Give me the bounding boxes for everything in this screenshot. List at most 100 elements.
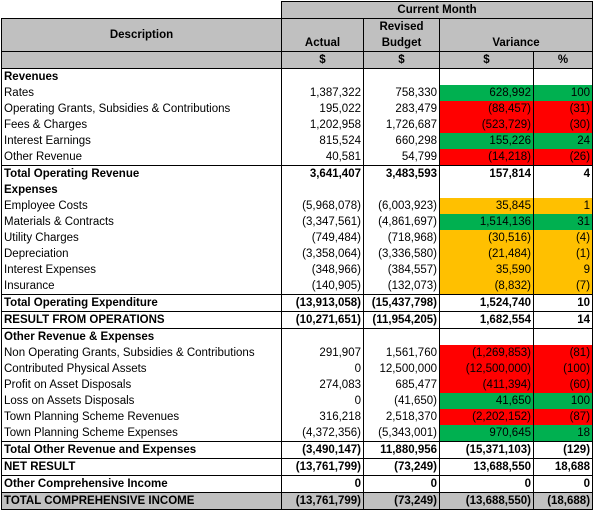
variance-percent-cell: 14 — [532, 311, 593, 329]
variance-header: Variance — [438, 18, 593, 52]
row-label: Fees & Charges — [1, 117, 282, 133]
variance-percent-cell: 100 — [532, 85, 593, 101]
actual-cell: 195,022 — [281, 101, 364, 117]
row-label: Contributed Physical Assets — [1, 361, 282, 377]
table-row: Other Revenue 40,581 54,799 (14,218) (26) — [1, 149, 593, 166]
actual-cell — [281, 328, 364, 345]
variance-percent-cell: 0 — [532, 475, 593, 493]
actual-cell: (13,761,799) — [281, 492, 364, 510]
table-row: Other Comprehensive Income 0 0 0 0 — [1, 475, 593, 493]
budget-cell: (718,968) — [363, 230, 440, 246]
table-row: Profit on Asset Disposals 274,083 685,477(… — [1, 377, 593, 393]
actual-unit: $ — [281, 51, 364, 69]
variance-percent-cell: (30) — [532, 117, 593, 133]
variance-cell: (8,832) — [439, 278, 534, 295]
table-row: Non Operating Grants, Subsidies & Contri… — [1, 345, 593, 361]
actual-cell: (348,966) — [281, 262, 364, 278]
variance-cell: (12,500,000) — [439, 361, 534, 377]
revised-header: Revised — [363, 18, 440, 35]
actual-cell: 0 — [281, 361, 364, 377]
row-label: Depreciation — [1, 246, 282, 262]
row-label: Non Operating Grants, Subsidies & Contri… — [1, 345, 282, 361]
budget-cell: (5,343,001) — [363, 425, 440, 442]
variance-cell — [439, 328, 534, 345]
table-row: Total Operating Revenue 3,641,407 3,483,59… — [1, 165, 593, 182]
table-row: Town Planning Scheme Revenues 316,218 2,51… — [1, 409, 593, 425]
row-label: Other Revenue — [1, 149, 282, 166]
budget-cell — [363, 68, 440, 85]
table-row: Loss on Assets Disposals 0 (41,650) 41,650 1… — [1, 393, 593, 409]
table-row: Rates 1,387,322 758,330 628,992 100 — [1, 85, 593, 101]
table-row: Materials & Contracts (3,347,561) (4,861,6… — [1, 214, 593, 230]
budget-cell: (11,954,205) — [363, 311, 440, 329]
variance-cell: 628,992 — [439, 85, 534, 101]
variance-percent-cell — [532, 328, 593, 345]
variance-cell: 155,226 — [439, 133, 534, 149]
row-label: Utility Charges — [1, 230, 282, 246]
variance-cell: (21,484) — [439, 246, 534, 262]
variance-percent-cell: 1 — [532, 198, 593, 214]
table-row: Employee Costs (5,968,078) (6,003,923) 35,8… — [1, 198, 593, 214]
variance-percent-cell — [532, 182, 593, 198]
variance-percent-cell: 100 — [532, 393, 593, 409]
budget-cell: (73,249) — [363, 458, 440, 476]
variance-percent-cell: 31 — [532, 214, 593, 230]
actual-cell: 3,641,407 — [281, 165, 364, 182]
budget-cell: 660,298 — [363, 133, 440, 149]
budget-cell: (132,073) — [363, 278, 440, 295]
variance-cell: (2,202,152) — [439, 409, 534, 425]
variance-cell: 35,845 — [439, 198, 534, 214]
actual-cell: 40,581 — [281, 149, 364, 166]
variance-percent-cell: 18 — [532, 425, 593, 442]
actual-header: Actual — [281, 18, 364, 52]
row-label: Revenues — [1, 68, 282, 85]
variance-cell: 41,650 — [439, 393, 534, 409]
variance-cell: (13,688,550) — [439, 492, 534, 510]
actual-cell: (10,271,651) — [281, 311, 364, 329]
actual-cell: (3,347,561) — [281, 214, 364, 230]
variance-percent-cell — [532, 68, 593, 85]
budget-cell: 1,726,687 — [363, 117, 440, 133]
variance-cell: (88,457) — [439, 101, 534, 117]
table-row: Contributed Physical Assets 0 12,500,000 (1… — [1, 361, 593, 377]
row-label: Town Planning Scheme Expenses — [1, 425, 282, 442]
budget-cell: (15,437,798) — [363, 294, 440, 312]
budget-cell — [363, 182, 440, 198]
variance-cell: 0 — [439, 475, 534, 493]
variance-percent-cell: 4 — [532, 165, 593, 182]
financial-statement-table: Current Month Description Actual Revised… — [1, 1, 593, 510]
actual-cell: (5,968,078) — [281, 198, 364, 214]
variance-cell: (14,218) — [439, 149, 534, 166]
table-row: Total Operating Expenditure (13,913,058)(… — [1, 294, 593, 312]
variance-cell: (411,394) — [439, 377, 534, 393]
actual-cell: 316,218 — [281, 409, 364, 425]
budget-cell: (384,557) — [363, 262, 440, 278]
table-header: Current Month Description Actual Revised… — [1, 1, 593, 69]
variance-percent-unit: % — [532, 51, 593, 69]
actual-cell: (13,913,058) — [281, 294, 364, 312]
actual-cell: 0 — [281, 393, 364, 409]
row-label: Town Planning Scheme Revenues — [1, 409, 282, 425]
table-row: Depreciation (3,358,064) (3,336,580) (21,48… — [1, 246, 593, 262]
row-label: Loss on Assets Disposals — [1, 393, 282, 409]
actual-cell: 274,083 — [281, 377, 364, 393]
variance-dollar-unit: $ — [439, 51, 534, 69]
actual-cell: (4,372,356) — [281, 425, 364, 442]
budget-cell: (41,650) — [363, 393, 440, 409]
actual-cell: (13,761,799) — [281, 458, 364, 476]
budget-cell: 685,477 — [363, 377, 440, 393]
budget-header: Budget — [363, 35, 440, 52]
variance-percent-cell: (129) — [532, 441, 593, 459]
table-row: Town Planning Scheme Expenses (4,372,356)… — [1, 425, 593, 442]
row-label: Employee Costs — [1, 198, 282, 214]
variance-cell: (30,516) — [439, 230, 534, 246]
row-label: RESULT FROM OPERATIONS — [1, 311, 282, 329]
variance-percent-cell: (100) — [532, 361, 593, 377]
variance-cell: (523,729) — [439, 117, 534, 133]
variance-cell: 1,524,740 — [439, 294, 534, 312]
variance-cell: (1,269,853) — [439, 345, 534, 361]
table-row: Utility Charges (749,484) (718,968) (30,516… — [1, 230, 593, 246]
variance-cell — [439, 182, 534, 198]
budget-cell: 0 — [363, 475, 440, 493]
row-label: Interest Expenses — [1, 262, 282, 278]
